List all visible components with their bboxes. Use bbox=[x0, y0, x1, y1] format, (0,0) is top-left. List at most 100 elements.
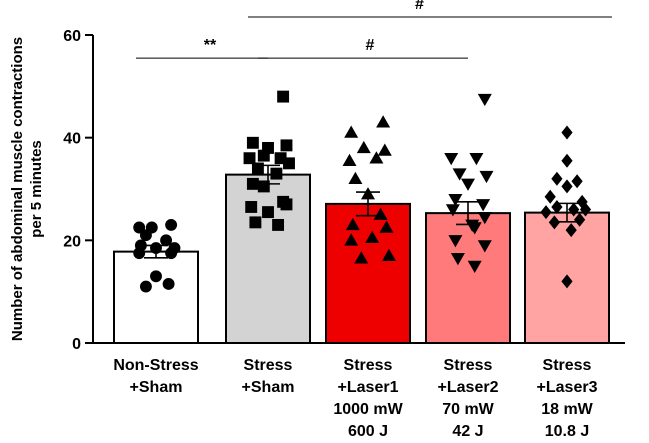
x-category-label: +Laser2 bbox=[438, 379, 499, 396]
data-point-triangle-up bbox=[342, 153, 357, 167]
data-point-square bbox=[270, 167, 283, 180]
data-point-circle bbox=[139, 280, 152, 293]
x-category-label: 10.8 J bbox=[545, 423, 589, 440]
data-point-circle bbox=[160, 234, 173, 247]
x-category-label: 70 mW bbox=[442, 401, 494, 418]
data-point-triangle-up bbox=[379, 220, 394, 233]
data-point-diamond bbox=[544, 189, 556, 204]
data-point-triangle-down bbox=[469, 152, 484, 166]
data-point-triangle-down bbox=[467, 222, 482, 235]
data-point-square bbox=[280, 139, 293, 152]
x-category-label: +Laser3 bbox=[537, 379, 598, 396]
x-category-label: +Sham bbox=[130, 379, 183, 396]
y-axis-label-line: Number of abdominal muscle contractions bbox=[9, 37, 26, 341]
bar bbox=[325, 202, 411, 344]
data-point-square bbox=[283, 157, 295, 170]
x-category-label: 600 J bbox=[348, 423, 388, 440]
x-category-label: Stress bbox=[344, 357, 393, 374]
data-point-diamond bbox=[561, 125, 573, 140]
data-point-diamond bbox=[571, 174, 583, 189]
data-point-square bbox=[274, 152, 287, 165]
bar bbox=[225, 173, 311, 344]
data-point-triangle-up bbox=[376, 115, 391, 128]
data-point-triangle-up bbox=[382, 248, 396, 261]
data-point-square bbox=[249, 216, 262, 229]
bar bbox=[425, 212, 511, 344]
data-point-triangle-up bbox=[345, 217, 360, 231]
data-point-square bbox=[245, 201, 258, 213]
data-point-triangle-down bbox=[461, 178, 475, 191]
y-tick-label: 0 bbox=[72, 336, 81, 353]
x-category-label: Stress bbox=[543, 357, 592, 374]
x-category-label: +Sham bbox=[242, 379, 295, 396]
significance-label: ** bbox=[204, 37, 217, 54]
data-point-square bbox=[262, 141, 274, 154]
data-point-triangle-down bbox=[477, 93, 492, 107]
data-point-circle bbox=[133, 221, 146, 234]
data-point-square bbox=[280, 198, 293, 211]
data-point-diamond bbox=[551, 171, 563, 186]
data-point-square bbox=[262, 206, 274, 219]
data-point-triangle-up bbox=[344, 125, 359, 138]
x-category-label: 1000 mW bbox=[333, 401, 403, 418]
data-point-triangle-up bbox=[373, 207, 388, 220]
y-tick-label: 40 bbox=[63, 131, 81, 148]
data-point-circle bbox=[150, 270, 162, 283]
data-point-triangle-down bbox=[448, 235, 463, 248]
data-point-circle bbox=[165, 247, 178, 260]
data-point-square bbox=[277, 90, 290, 103]
data-point-square bbox=[243, 152, 256, 165]
data-point-triangle-down bbox=[452, 168, 467, 181]
data-point-square bbox=[246, 177, 259, 190]
y-axis-label-line: per 5 minutes bbox=[28, 140, 45, 238]
data-point-triangle-up bbox=[348, 171, 363, 184]
data-point-triangle-down bbox=[479, 170, 494, 184]
data-point-square bbox=[257, 180, 270, 193]
bar-group-2: Stress +Laser1 1000 mW 600 J bbox=[325, 115, 411, 440]
data-point-triangle-down bbox=[450, 253, 465, 266]
data-point-circle bbox=[165, 218, 178, 231]
data-point-triangle-down bbox=[477, 211, 492, 225]
x-category-label: 42 J bbox=[452, 423, 483, 440]
data-point-square bbox=[251, 162, 264, 175]
data-point-circle bbox=[139, 229, 152, 242]
bar-group-4: Stress +Laser3 18 mW 10.8 J bbox=[524, 125, 610, 440]
y-axis-label: Number of abdominal muscle contractions p… bbox=[9, 37, 45, 341]
data-point-triangle-up bbox=[365, 230, 380, 244]
data-point-diamond bbox=[561, 179, 573, 194]
x-category-label: 18 mW bbox=[541, 401, 593, 418]
data-point-diamond bbox=[565, 223, 577, 238]
x-category-label: +Laser1 bbox=[338, 379, 399, 396]
data-point-triangle-up bbox=[369, 151, 384, 164]
significance-label: # bbox=[415, 0, 424, 13]
bar bbox=[113, 250, 199, 344]
data-point-diamond bbox=[551, 199, 563, 214]
bar-group-1: Stress +Sham bbox=[225, 90, 311, 396]
data-point-square bbox=[257, 149, 270, 162]
bar-group-3: Stress +Laser2 70 mW 42 J bbox=[425, 93, 511, 440]
y-tick-label: 60 bbox=[63, 28, 81, 45]
data-point-diamond bbox=[561, 274, 573, 289]
data-point-triangle-down bbox=[467, 260, 482, 273]
x-category-label: Stress bbox=[244, 357, 293, 374]
data-point-diamond bbox=[548, 215, 560, 230]
y-tick-label: 20 bbox=[63, 233, 81, 250]
data-point-triangle-down bbox=[445, 204, 460, 217]
data-point-triangle-down bbox=[476, 199, 491, 212]
bar-group-0: Non-Stress +Sham bbox=[113, 218, 199, 396]
data-point-diamond bbox=[574, 212, 586, 227]
significance-label: # bbox=[366, 37, 375, 54]
data-point-square bbox=[246, 136, 259, 149]
data-point-triangle-up bbox=[377, 143, 392, 156]
x-category-label: Stress bbox=[444, 357, 493, 374]
data-point-triangle-up bbox=[344, 233, 359, 246]
data-point-triangle-down bbox=[448, 194, 463, 207]
data-point-square bbox=[272, 218, 285, 231]
data-point-triangle-down bbox=[477, 240, 492, 253]
data-point-triangle-up bbox=[356, 140, 371, 154]
x-category-label: Non-Stress bbox=[113, 357, 198, 374]
data-point-circle bbox=[133, 247, 146, 260]
data-point-triangle-down bbox=[444, 152, 459, 166]
data-point-triangle-up bbox=[354, 251, 369, 264]
